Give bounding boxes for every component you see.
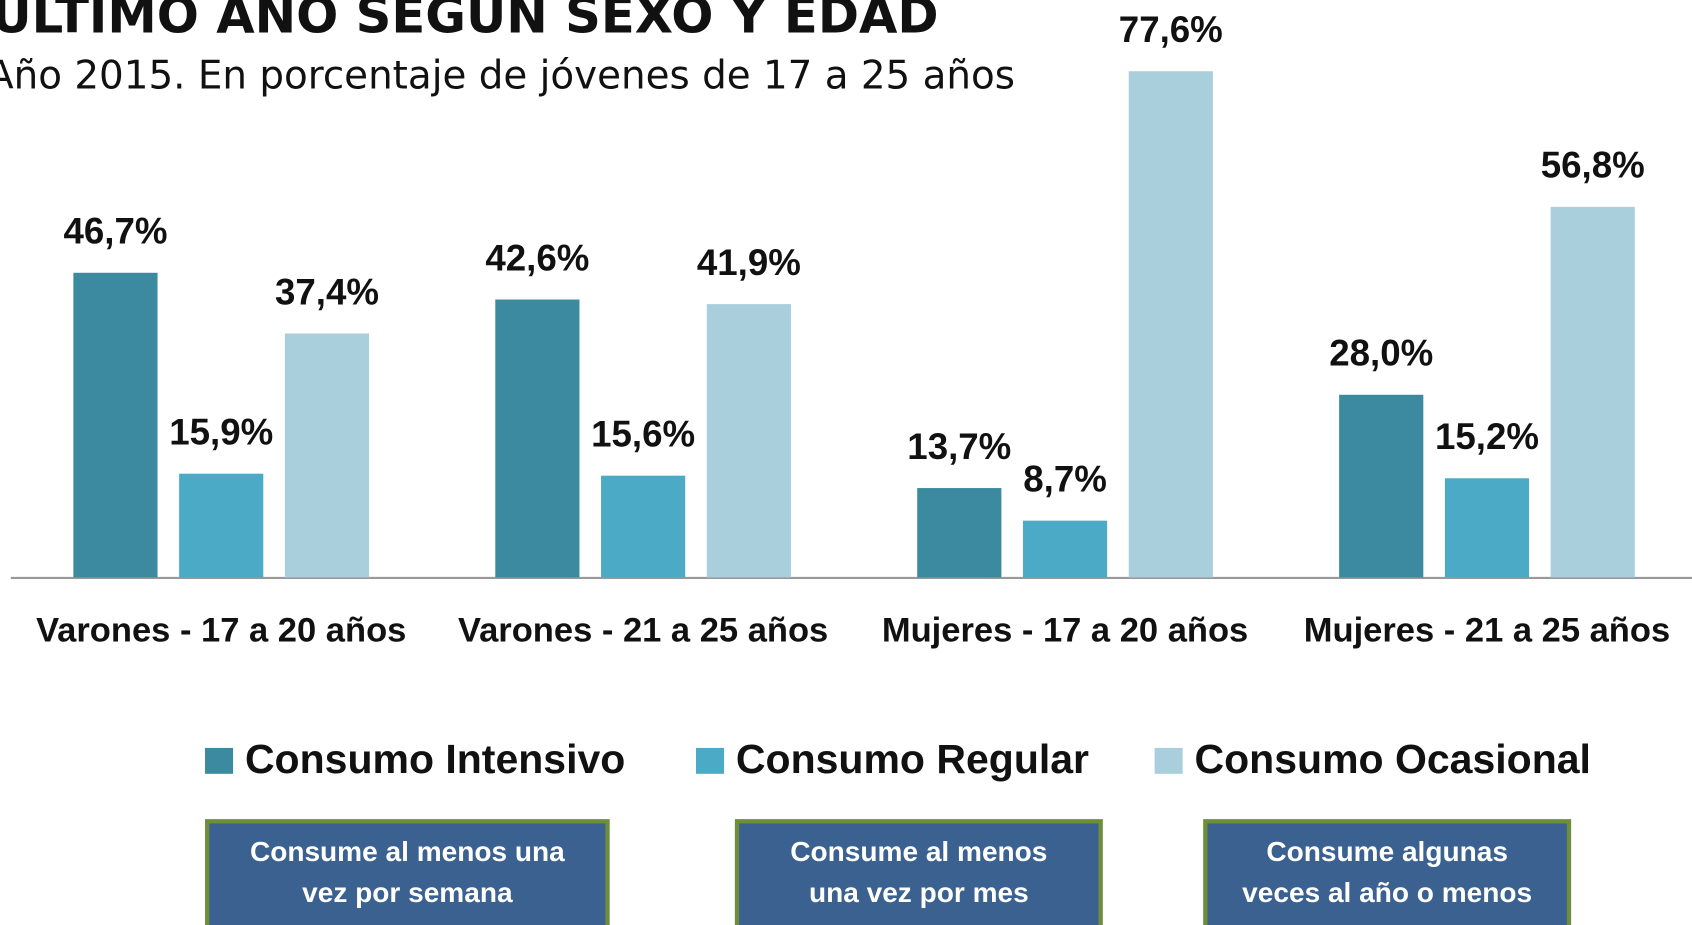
bar <box>917 488 1002 578</box>
bar <box>1339 394 1424 578</box>
note-text: veces al año o menos <box>1242 877 1532 908</box>
bar <box>601 475 686 578</box>
bar <box>284 333 370 578</box>
data-label: 8,7% <box>1023 459 1107 500</box>
legend-swatch <box>696 747 725 774</box>
note-box <box>1203 819 1572 925</box>
data-label: 13,7% <box>907 426 1011 467</box>
bar <box>1022 520 1108 578</box>
x-tick-label: Mujeres - 17 a 20 años <box>882 612 1248 650</box>
bar <box>706 304 791 578</box>
legend-label: Consumo Intensivo <box>245 736 625 782</box>
data-label: 56,8% <box>1541 145 1645 186</box>
data-label: 37,4% <box>275 271 379 312</box>
legend-swatch <box>205 747 234 774</box>
legend-swatch <box>1154 747 1183 774</box>
legend-label: Consumo Regular <box>736 736 1089 782</box>
data-label: 42,6% <box>485 237 589 278</box>
x-tick-label: Varones - 17 a 20 años <box>36 612 406 650</box>
note-box <box>734 819 1103 925</box>
bar <box>1128 71 1213 578</box>
chart-title: ÚLTIMO AÑO SEGÚN SEXO Y EDAD <box>0 0 939 44</box>
chart-subtitle: Año 2015. En porcentaje de jóvenes de 17… <box>0 54 1015 99</box>
bar <box>179 473 264 578</box>
x-tick-label: Varones - 21 a 25 años <box>458 612 828 650</box>
note-text: vez por semana <box>302 877 513 908</box>
bar <box>495 299 580 578</box>
bar <box>1444 478 1530 578</box>
note-text: Consume al menos una <box>250 836 565 867</box>
note-text: Consume algunas <box>1266 836 1508 867</box>
legend-label: Consumo Ocasional <box>1195 736 1591 782</box>
note-text: Consume al menos <box>790 836 1047 867</box>
data-label: 77,6% <box>1119 9 1223 50</box>
data-label: 15,2% <box>1435 416 1539 457</box>
note-box <box>205 819 610 925</box>
data-label: 41,9% <box>697 242 801 283</box>
data-label: 15,6% <box>591 413 695 454</box>
x-tick-label: Mujeres - 21 a 25 años <box>1304 612 1670 650</box>
bar <box>73 272 158 578</box>
data-label: 46,7% <box>63 211 167 252</box>
bar <box>1550 206 1635 578</box>
data-label: 15,9% <box>169 412 273 453</box>
note-text: una vez por mes <box>809 877 1029 908</box>
data-label: 28,0% <box>1329 333 1433 374</box>
